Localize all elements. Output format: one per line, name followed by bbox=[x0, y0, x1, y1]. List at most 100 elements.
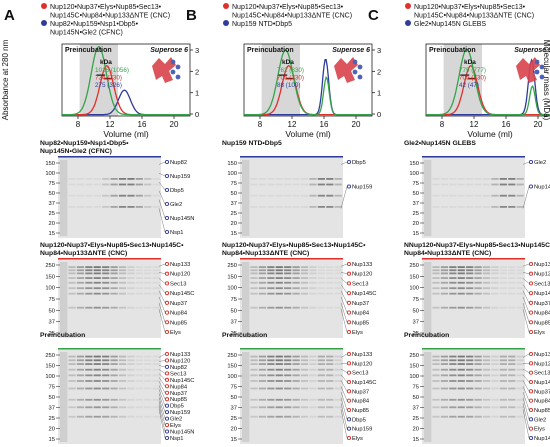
gel-band bbox=[250, 292, 258, 295]
protein-label: Nup85 bbox=[534, 320, 550, 326]
gel-band bbox=[499, 306, 507, 309]
gel-band bbox=[440, 178, 449, 180]
gel-band bbox=[482, 292, 491, 295]
gel-band bbox=[432, 374, 440, 377]
kda-marker: 15 bbox=[231, 231, 237, 237]
gel-band bbox=[309, 266, 317, 269]
gel-band bbox=[317, 206, 325, 208]
gel-band bbox=[135, 368, 143, 371]
label-dot bbox=[346, 407, 352, 413]
gel-band bbox=[482, 206, 491, 208]
gel-band bbox=[482, 374, 491, 377]
gel-band bbox=[508, 387, 516, 390]
gel-band bbox=[317, 415, 325, 418]
label-dot bbox=[346, 417, 352, 422]
gel-band bbox=[334, 287, 342, 290]
kda-marker: 37 bbox=[413, 406, 419, 412]
label-dot bbox=[164, 416, 170, 421]
label-dot bbox=[164, 410, 170, 415]
label-dot bbox=[528, 159, 534, 165]
gel-band bbox=[102, 374, 110, 377]
gel-band bbox=[309, 277, 317, 279]
kda-marker: 37 bbox=[49, 406, 55, 412]
gel-band bbox=[466, 178, 474, 180]
gel-band bbox=[144, 272, 152, 275]
gel-band bbox=[127, 387, 135, 390]
gel-band bbox=[93, 287, 101, 290]
gel-band bbox=[152, 281, 160, 284]
gel-band bbox=[466, 415, 474, 418]
gel-band bbox=[292, 368, 300, 371]
gel-band bbox=[516, 287, 524, 290]
gel-band bbox=[275, 269, 283, 272]
gel-band bbox=[326, 287, 334, 290]
gel-band bbox=[275, 194, 283, 197]
gel-band bbox=[275, 206, 283, 208]
gel-title: Preincubation bbox=[404, 332, 449, 339]
gel-band bbox=[127, 368, 135, 371]
gel-band bbox=[93, 194, 101, 197]
gel-band bbox=[309, 387, 317, 390]
gel-band bbox=[102, 359, 110, 362]
gel-band bbox=[93, 415, 101, 418]
gel-band bbox=[85, 387, 93, 390]
fraction-bar bbox=[58, 348, 161, 350]
label-leader bbox=[158, 369, 166, 374]
gel-band bbox=[508, 272, 516, 275]
label-leader bbox=[158, 199, 166, 219]
gel-band bbox=[309, 380, 317, 382]
chart-frame bbox=[61, 43, 191, 117]
gel-band bbox=[135, 363, 143, 365]
kda-marker: 25 bbox=[413, 416, 419, 422]
gel-body bbox=[422, 158, 525, 238]
gel-band bbox=[110, 398, 118, 401]
gel-band bbox=[275, 292, 283, 295]
gel-band bbox=[432, 281, 440, 284]
gel-band bbox=[152, 374, 160, 377]
gel-band bbox=[466, 374, 474, 377]
gel-band bbox=[144, 292, 152, 295]
gel-band bbox=[68, 287, 76, 290]
gel-band bbox=[449, 272, 457, 275]
label-dot bbox=[528, 261, 534, 267]
gel-band bbox=[491, 415, 499, 418]
gel-band bbox=[440, 269, 449, 272]
protein-label: Sec13 bbox=[352, 281, 368, 287]
gel-band bbox=[68, 269, 76, 272]
gel-band bbox=[135, 387, 143, 390]
gel-band bbox=[300, 272, 309, 275]
gel-band bbox=[317, 281, 325, 284]
gel-band bbox=[76, 183, 85, 186]
gel-band bbox=[300, 406, 309, 409]
gel-band bbox=[482, 398, 491, 401]
label-dot bbox=[164, 397, 170, 402]
gel-band bbox=[250, 374, 258, 377]
gel-band bbox=[326, 206, 334, 208]
gel-band bbox=[491, 292, 499, 295]
gel-band bbox=[474, 183, 482, 186]
label-dot bbox=[164, 320, 170, 325]
protein-label: Nup120 bbox=[534, 361, 550, 367]
gel-band bbox=[482, 359, 491, 362]
gel-band bbox=[334, 266, 342, 269]
gel-band bbox=[102, 269, 110, 272]
kda-marker: 75 bbox=[231, 181, 237, 187]
gel-band bbox=[491, 374, 499, 377]
gel-band bbox=[326, 380, 334, 382]
gel-band bbox=[135, 359, 143, 362]
gel-band bbox=[309, 306, 317, 309]
gel-band bbox=[292, 398, 300, 401]
gel-band bbox=[516, 269, 524, 272]
gel-band bbox=[275, 355, 283, 358]
gel-band bbox=[440, 281, 449, 284]
x-tick-label: 16 bbox=[320, 120, 329, 129]
label-dot bbox=[346, 261, 352, 267]
gel-band bbox=[127, 277, 135, 279]
gel-band bbox=[300, 355, 309, 358]
gel-band bbox=[309, 359, 317, 362]
gel-band bbox=[317, 368, 325, 371]
gel-band bbox=[258, 194, 267, 197]
gel-band bbox=[516, 387, 524, 390]
gel-band bbox=[76, 206, 85, 208]
gel-band bbox=[250, 206, 258, 208]
